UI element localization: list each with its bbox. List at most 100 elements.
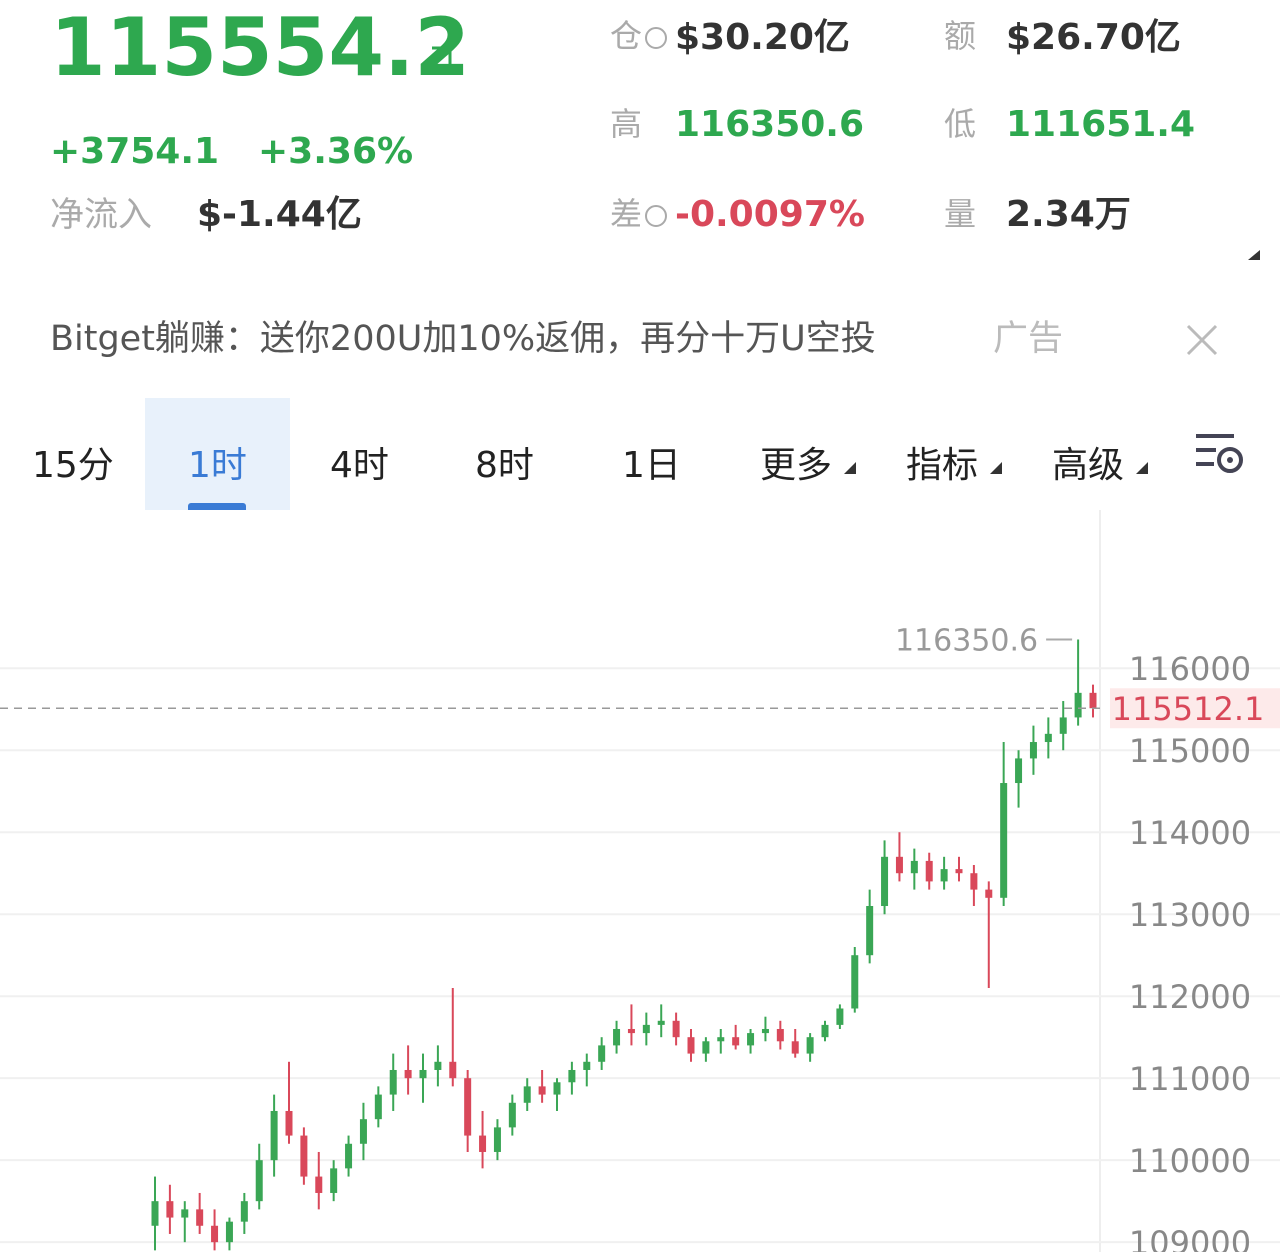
up-arrow bbox=[422, 46, 452, 76]
settings-icon[interactable] bbox=[1194, 432, 1246, 476]
candle-body bbox=[1074, 692, 1082, 718]
stat-label: 仓 bbox=[610, 17, 643, 55]
candle-body bbox=[642, 1024, 650, 1034]
candle-body bbox=[1000, 783, 1008, 898]
tab[interactable]: 4时 bbox=[330, 445, 389, 486]
candle-body bbox=[732, 1037, 740, 1046]
y-tick-label: 109000 bbox=[1129, 1224, 1251, 1252]
candle-body bbox=[315, 1176, 323, 1193]
stat-label: 差 bbox=[610, 195, 643, 233]
candle-body bbox=[687, 1037, 695, 1054]
candle-body bbox=[568, 1069, 576, 1083]
candle-body bbox=[270, 1110, 278, 1161]
candle-body bbox=[419, 1069, 427, 1079]
candle-body bbox=[464, 1078, 472, 1136]
candle-body bbox=[255, 1160, 263, 1202]
candle-body bbox=[821, 1024, 829, 1038]
ad-tag: 广告 bbox=[993, 319, 1064, 359]
candle-body bbox=[717, 1037, 725, 1042]
candle-body bbox=[940, 869, 948, 882]
net-flow-label: 净流入 bbox=[50, 195, 152, 235]
candle-body bbox=[806, 1037, 814, 1054]
stat-value: $30.20亿 bbox=[675, 17, 850, 58]
candle-body bbox=[479, 1135, 487, 1152]
high-marker-label: 116350.6 bbox=[895, 623, 1038, 658]
candle-body bbox=[345, 1143, 353, 1169]
last-price-label: 115512.1 bbox=[1112, 690, 1265, 728]
dropdown-triangles bbox=[844, 462, 1148, 474]
last-price: 115554.2 bbox=[50, 1, 471, 94]
stat-value: -0.0097% bbox=[675, 194, 865, 235]
tab[interactable]: 更多 bbox=[760, 445, 833, 486]
candle-body bbox=[925, 860, 933, 882]
candle-body bbox=[910, 860, 918, 874]
candle-body bbox=[1089, 692, 1097, 709]
tab[interactable]: 15分 bbox=[32, 445, 114, 486]
candle-body bbox=[672, 1020, 680, 1038]
y-tick-label: 111000 bbox=[1129, 1060, 1251, 1098]
stat-value: 116350.6 bbox=[675, 104, 865, 145]
candle-body bbox=[330, 1168, 338, 1193]
candle-body bbox=[434, 1061, 442, 1070]
expand-toggle[interactable] bbox=[1248, 250, 1262, 262]
tab[interactable]: 高级 bbox=[1052, 445, 1125, 486]
candle-body bbox=[985, 889, 993, 898]
info-icons bbox=[645, 27, 667, 227]
stat-value: 2.34万 bbox=[1006, 194, 1131, 235]
stat-label: 高 bbox=[610, 105, 643, 143]
stat-label: 低 bbox=[944, 105, 977, 143]
stat-value: $26.70亿 bbox=[1006, 17, 1181, 58]
candle-body bbox=[166, 1201, 174, 1218]
y-tick-label: 110000 bbox=[1129, 1142, 1251, 1180]
candle-body bbox=[1015, 758, 1023, 784]
candle-body bbox=[225, 1221, 233, 1243]
candle-body bbox=[240, 1201, 248, 1222]
candle-body bbox=[955, 869, 963, 874]
candle-body bbox=[300, 1135, 308, 1177]
candle-body bbox=[211, 1225, 219, 1243]
last-price-bg bbox=[1110, 688, 1280, 729]
stat-value: 111651.4 bbox=[1006, 104, 1196, 145]
candle-body bbox=[761, 1028, 769, 1034]
y-tick-label: 116000 bbox=[1129, 650, 1251, 688]
change-pct: +3.36% bbox=[258, 131, 414, 172]
candle-body bbox=[553, 1082, 561, 1095]
net-flow: $-1.44亿 bbox=[197, 194, 362, 235]
candle-body bbox=[374, 1094, 382, 1120]
tab[interactable]: 1日 bbox=[622, 445, 681, 486]
candle-body bbox=[851, 955, 859, 1009]
candle-body bbox=[404, 1069, 412, 1079]
candle-body bbox=[285, 1110, 293, 1136]
ad-text[interactable]: Bitget躺赚：送你200U加10%返佣，再分十万U空投 bbox=[50, 319, 876, 359]
candle-body bbox=[151, 1201, 159, 1226]
y-tick-label: 113000 bbox=[1129, 896, 1251, 934]
stat-label: 额 bbox=[944, 17, 977, 55]
candle-body bbox=[776, 1028, 784, 1042]
candle-body bbox=[583, 1061, 591, 1070]
candle-body bbox=[613, 1028, 621, 1046]
candle-body bbox=[1029, 742, 1037, 759]
tab[interactable]: 8时 bbox=[475, 445, 534, 486]
candle-body bbox=[359, 1119, 367, 1144]
ad-close[interactable] bbox=[1186, 324, 1218, 356]
candle-body bbox=[791, 1041, 799, 1054]
candle-body bbox=[881, 856, 889, 907]
candle-body bbox=[970, 873, 978, 890]
y-tick-label: 112000 bbox=[1129, 978, 1251, 1016]
candle-body bbox=[508, 1102, 516, 1128]
tab[interactable]: 指标 bbox=[906, 445, 979, 486]
candle-body bbox=[866, 906, 874, 956]
candle-body bbox=[1044, 733, 1052, 743]
y-tick-label: 114000 bbox=[1129, 814, 1251, 852]
tab[interactable]: 1时 bbox=[188, 445, 247, 486]
candle-body bbox=[657, 1020, 665, 1025]
candle-body bbox=[523, 1086, 531, 1103]
candle-body bbox=[627, 1028, 635, 1034]
candle-body bbox=[836, 1008, 844, 1025]
stat-label: 量 bbox=[944, 195, 977, 233]
candle-body bbox=[895, 856, 903, 874]
y-tick-label: 115000 bbox=[1129, 732, 1251, 770]
candle-body bbox=[747, 1033, 755, 1046]
